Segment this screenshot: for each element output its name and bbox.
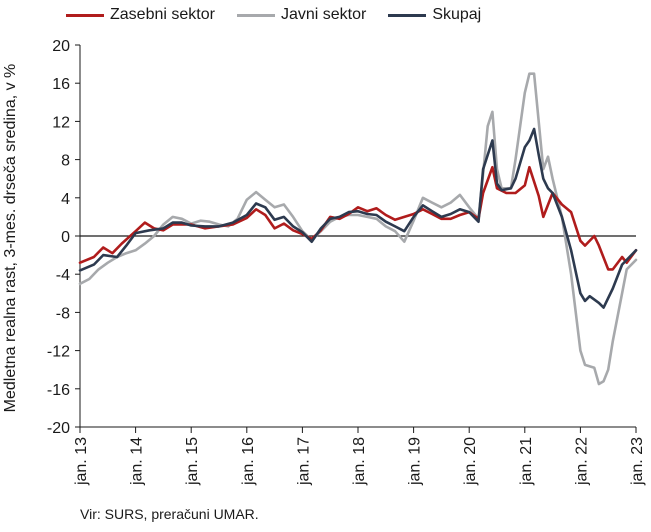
x-tick-label: jan. 20 — [462, 437, 479, 486]
x-tick-label: jan. 23 — [629, 437, 646, 486]
x-axis: jan. 13 jan. 14 jan. 15 jan. 16 jan. 17 jan. … — [73, 235, 646, 486]
legend-item-skupaj: Skupaj — [388, 6, 481, 24]
y-tick-label: 4 — [61, 191, 70, 208]
legend: Zasebni sektor Javni sektor Skupaj — [66, 6, 481, 24]
source-note: Vir: SURS, preračuni UMAR. — [80, 506, 259, 522]
legend-item-javni: Javni sektor — [236, 6, 367, 24]
y-tick-label: -20 — [47, 420, 70, 437]
x-tick-label: jan. 17 — [295, 437, 312, 486]
x-tick-label: jan. 22 — [573, 437, 590, 486]
y-tick-label: -8 — [56, 305, 70, 322]
plot-lines — [78, 72, 638, 386]
legend-label-skupaj: Skupaj — [432, 6, 482, 23]
y-axis: 20 16 12 8 4 0 -4 -8 -12 -16 -20 — [47, 38, 81, 437]
y-tick-label: 20 — [52, 38, 70, 55]
y-tick-label: 12 — [52, 114, 70, 131]
y-tick-label: -4 — [56, 267, 70, 284]
x-tick-label: jan. 18 — [351, 437, 368, 486]
x-tick-label: jan. 15 — [184, 437, 201, 486]
y-tick-label: -12 — [47, 344, 70, 361]
x-tick-label: jan. 13 — [73, 437, 90, 486]
y-tick-label: 0 — [61, 229, 70, 246]
legend-label-javni: Javni sektor — [280, 6, 367, 23]
series-line-skupaj — [78, 127, 638, 309]
legend-swatch-javni — [236, 13, 275, 17]
x-tick-label: jan. 16 — [240, 437, 257, 486]
y-axis-title: Medletna realna rast, 3-mes. drseča sred… — [2, 63, 19, 413]
y-tick-label: 8 — [61, 153, 70, 170]
x-tick-label: jan. 21 — [518, 437, 535, 486]
legend-label-zasebni: Zasebni sektor — [110, 6, 215, 23]
x-tick-label: jan. 14 — [129, 437, 146, 486]
y-tick-label: -16 — [47, 382, 70, 399]
y-tick-label: 16 — [52, 76, 70, 93]
x-tick-label: jan. 19 — [407, 437, 424, 486]
legend-swatch-zasebni — [66, 13, 104, 17]
legend-item-zasebni: Zasebni sektor — [66, 6, 215, 24]
legend-swatch-skupaj — [388, 13, 427, 17]
